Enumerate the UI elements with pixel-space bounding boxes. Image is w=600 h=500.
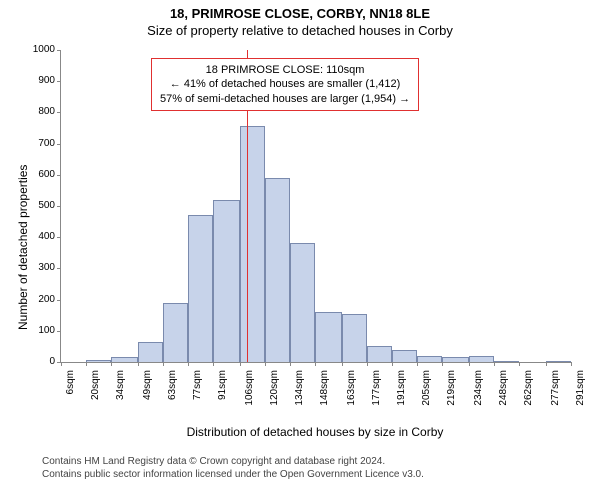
histogram-bar (442, 357, 469, 362)
ytick-mark (57, 81, 61, 82)
ytick-label: 500 (25, 200, 55, 211)
xtick-label: 148sqm (319, 370, 330, 410)
annotation-box: 18 PRIMROSE CLOSE: 110sqm← 41% of detach… (151, 58, 419, 111)
histogram-bar (265, 178, 290, 362)
y-axis-label: Number of detached properties (16, 165, 30, 330)
xtick-label: 205sqm (421, 370, 432, 410)
ytick-label: 100 (25, 325, 55, 336)
ytick-label: 800 (25, 106, 55, 117)
histogram-bar (213, 200, 240, 362)
xtick-label: 91sqm (217, 370, 228, 410)
histogram-bar (342, 314, 367, 362)
ytick-mark (57, 206, 61, 207)
histogram-bar (469, 356, 494, 362)
ytick-mark (57, 50, 61, 51)
ytick-mark (57, 300, 61, 301)
xtick-label: 106sqm (244, 370, 255, 410)
xtick-label: 63sqm (167, 370, 178, 410)
histogram-bar (111, 357, 138, 362)
xtick-label: 20sqm (90, 370, 101, 410)
xtick-mark (61, 362, 62, 366)
histogram-bar (315, 312, 342, 362)
xtick-label: 34sqm (115, 370, 126, 410)
footer-line-2: Contains public sector information licen… (42, 468, 424, 481)
xtick-mark (86, 362, 87, 366)
xtick-mark (111, 362, 112, 366)
histogram-bar (163, 303, 188, 362)
histogram-bar (138, 342, 163, 362)
histogram-bar (240, 126, 265, 362)
histogram-bar (494, 361, 519, 362)
xtick-label: 6sqm (65, 370, 76, 410)
x-axis-label: Distribution of detached houses by size … (60, 425, 570, 439)
histogram-bar (367, 346, 392, 362)
xtick-mark (442, 362, 443, 366)
xtick-label: 191sqm (396, 370, 407, 410)
histogram-bar (86, 360, 111, 362)
footer-line-1: Contains HM Land Registry data © Crown c… (42, 455, 424, 468)
xtick-mark (290, 362, 291, 366)
chart-subtitle: Size of property relative to detached ho… (0, 21, 600, 42)
xtick-label: 248sqm (498, 370, 509, 410)
xtick-mark (240, 362, 241, 366)
xtick-mark (571, 362, 572, 366)
xtick-mark (469, 362, 470, 366)
ytick-label: 300 (25, 262, 55, 273)
xtick-label: 234sqm (473, 370, 484, 410)
xtick-label: 262sqm (523, 370, 534, 410)
chart-title: 18, PRIMROSE CLOSE, CORBY, NN18 8LE (0, 0, 600, 21)
xtick-mark (392, 362, 393, 366)
xtick-label: 219sqm (446, 370, 457, 410)
xtick-label: 120sqm (269, 370, 280, 410)
ytick-label: 700 (25, 138, 55, 149)
xtick-label: 134sqm (294, 370, 305, 410)
histogram-bar (392, 350, 417, 362)
ytick-label: 0 (25, 356, 55, 367)
histogram-bar (417, 356, 442, 362)
xtick-mark (138, 362, 139, 366)
xtick-mark (494, 362, 495, 366)
ytick-label: 200 (25, 294, 55, 305)
xtick-mark (519, 362, 520, 366)
xtick-mark (546, 362, 547, 366)
footer-attribution: Contains HM Land Registry data © Crown c… (42, 455, 424, 481)
xtick-mark (417, 362, 418, 366)
xtick-label: 49sqm (142, 370, 153, 410)
plot-area: 010020030040050060070080090010006sqm20sq… (60, 50, 571, 363)
histogram-bar (290, 243, 315, 362)
xtick-label: 291sqm (575, 370, 586, 410)
xtick-label: 277sqm (550, 370, 561, 410)
xtick-mark (163, 362, 164, 366)
xtick-mark (188, 362, 189, 366)
xtick-mark (315, 362, 316, 366)
ytick-mark (57, 268, 61, 269)
xtick-label: 163sqm (346, 370, 357, 410)
annotation-line: 18 PRIMROSE CLOSE: 110sqm (160, 63, 410, 77)
xtick-label: 77sqm (192, 370, 203, 410)
ytick-mark (57, 237, 61, 238)
ytick-mark (57, 112, 61, 113)
ytick-mark (57, 144, 61, 145)
ytick-label: 1000 (25, 44, 55, 55)
ytick-label: 600 (25, 169, 55, 180)
histogram-bar (546, 361, 571, 362)
xtick-label: 177sqm (371, 370, 382, 410)
xtick-mark (367, 362, 368, 366)
ytick-label: 400 (25, 231, 55, 242)
xtick-mark (265, 362, 266, 366)
xtick-mark (342, 362, 343, 366)
annotation-line: ← 41% of detached houses are smaller (1,… (160, 77, 410, 91)
annotation-line: 57% of semi-detached houses are larger (… (160, 92, 410, 106)
ytick-label: 900 (25, 75, 55, 86)
ytick-mark (57, 175, 61, 176)
histogram-bar (188, 215, 213, 362)
ytick-mark (57, 331, 61, 332)
xtick-mark (213, 362, 214, 366)
